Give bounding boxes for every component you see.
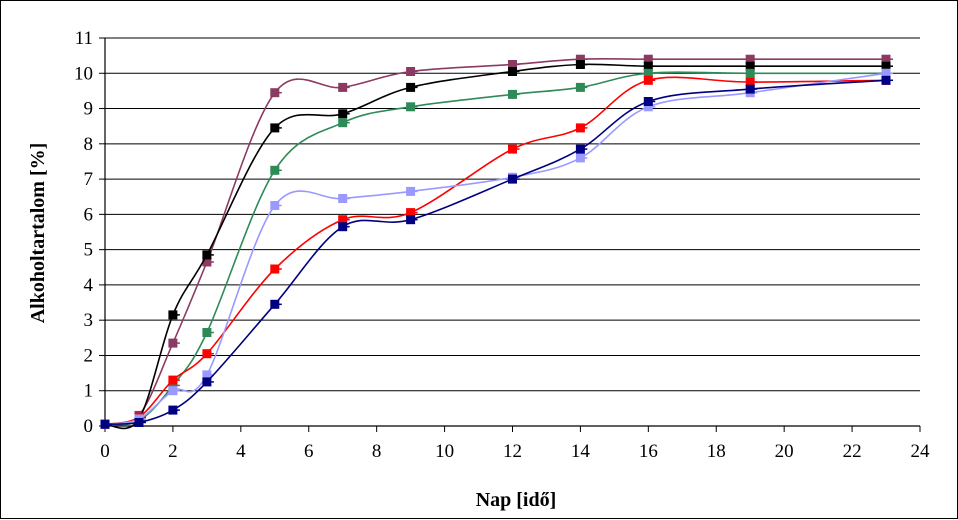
y-tick-label: 0 — [84, 416, 94, 437]
y-tick-label: 6 — [84, 204, 94, 225]
series-3 — [100, 68, 893, 429]
series-6 — [100, 75, 893, 429]
y-tick-label: 1 — [84, 381, 94, 402]
y-axis-title: Alkoholtartalom [%] — [27, 143, 49, 324]
x-tick-label: 0 — [100, 441, 110, 462]
y-tick-label: 3 — [84, 310, 94, 331]
series-line — [104, 71, 886, 426]
series-line — [104, 72, 887, 425]
y-tick-label: 9 — [84, 99, 94, 120]
x-tick-label: 22 — [843, 441, 862, 462]
x-tick-label: 14 — [571, 441, 591, 462]
x-tick-label: 16 — [639, 441, 658, 462]
series-1 — [100, 54, 893, 429]
x-tick-label: 8 — [372, 441, 382, 462]
series-5 — [100, 68, 893, 429]
series-line — [104, 63, 886, 430]
series-line — [104, 79, 887, 425]
x-tick-label: 24 — [911, 441, 931, 462]
y-tick-label: 4 — [84, 275, 94, 296]
x-tick-label: 4 — [236, 441, 246, 462]
x-tick-label: 20 — [775, 441, 794, 462]
series-4 — [100, 75, 893, 429]
x-tick-label: 18 — [707, 441, 726, 462]
series-line — [104, 58, 886, 426]
y-tick-label: 2 — [84, 345, 94, 366]
y-tick-label: 10 — [74, 63, 93, 84]
y-tick-label: 8 — [84, 134, 94, 155]
series-2 — [100, 60, 893, 430]
series-line — [104, 76, 887, 425]
series-group — [100, 54, 893, 430]
x-axis-title: Nap [idő] — [476, 489, 557, 511]
x-tick-label: 6 — [304, 441, 314, 462]
y-tick-label: 5 — [84, 240, 94, 261]
y-tick-label: 11 — [75, 28, 93, 49]
x-tick-label: 2 — [168, 441, 178, 462]
x-tick-label: 10 — [435, 441, 454, 462]
y-tick-label: 7 — [84, 169, 94, 190]
x-tick-label: 12 — [503, 441, 522, 462]
